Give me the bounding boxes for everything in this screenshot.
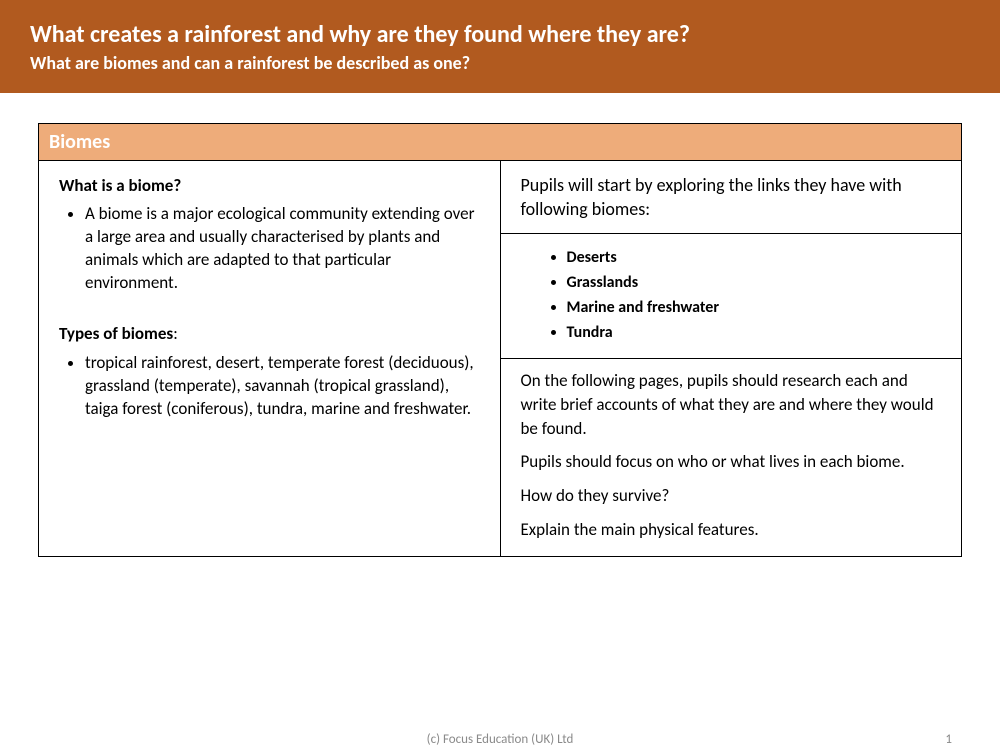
biomes-table: Biomes What is a biome? A biome is a maj… [38,123,962,557]
types-bullet: tropical rainforest, desert, temperate f… [85,352,484,421]
table-title: Biomes [49,130,110,154]
types-bullets: tropical rainforest, desert, temperate f… [59,352,484,421]
biome-list: Deserts Grasslands Marine and freshwater… [541,248,946,342]
list-item: Grasslands [567,273,946,292]
table-title-cell: Biomes [39,123,962,160]
what-bullet: A biome is a major ecological community … [85,203,484,295]
types-heading: Types of biomes [59,323,173,344]
footer-page-number: 1 [945,732,952,747]
list-item: Deserts [567,248,946,267]
left-cell: What is a biome? A biome is a major ecol… [39,160,501,556]
right-task-cell: On the following pages, pupils should re… [500,359,962,557]
what-heading: What is a biome? [59,175,181,196]
task-p3: How do they survive? [521,484,946,508]
content-area: Biomes What is a biome? A biome is a maj… [0,93,1000,557]
right-intro: Pupils will start by exploring the links… [521,173,946,222]
task-p2: Pupils should focus on who or what lives… [521,450,946,474]
task-p1: On the following pages, pupils should re… [521,369,946,440]
slide-header: What creates a rainforest and why are th… [0,0,1000,93]
list-item: Tundra [567,323,946,342]
right-intro-cell: Pupils will start by exploring the links… [500,160,962,234]
footer-copyright: (c) Focus Education (UK) Ltd [427,732,574,747]
main-title: What creates a rainforest and why are th… [30,20,970,50]
task-p4: Explain the main physical features. [521,518,946,542]
types-block: Types of biomes: tropical rainforest, de… [59,323,484,421]
slide: What creates a rainforest and why are th… [0,0,1000,750]
subtitle: What are biomes and can a rainforest be … [30,52,970,75]
right-list-cell: Deserts Grasslands Marine and freshwater… [500,234,962,359]
list-item: Marine and freshwater [567,298,946,317]
what-bullets: A biome is a major ecological community … [59,203,484,295]
what-is-biome-block: What is a biome? A biome is a major ecol… [59,175,484,296]
